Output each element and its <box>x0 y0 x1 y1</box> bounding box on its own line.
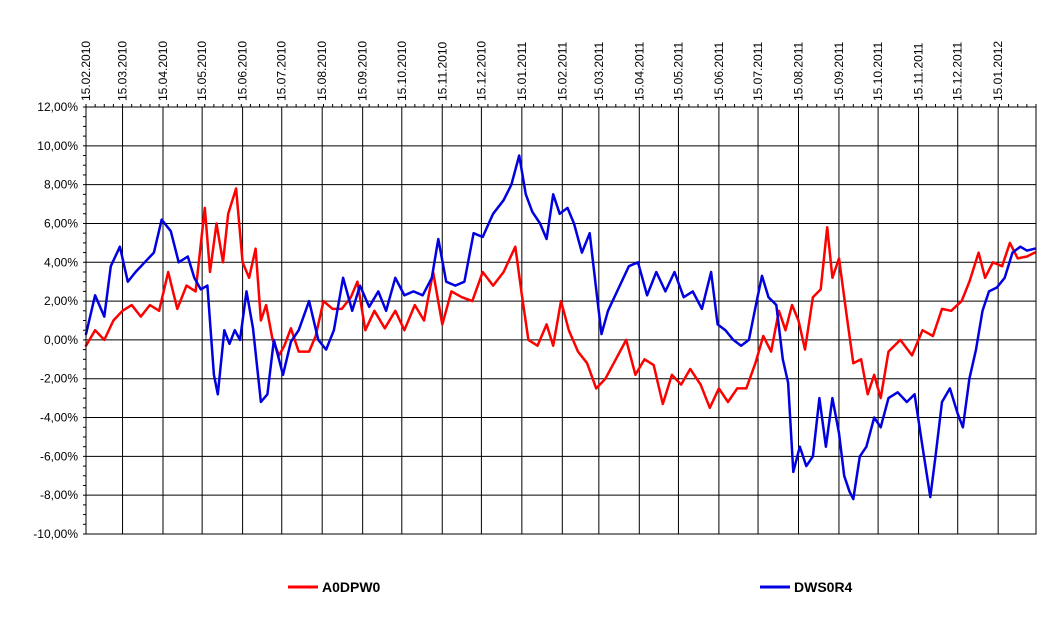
x-tick-label: 15.02.2010 <box>79 41 93 101</box>
x-tick-label: 15.08.2010 <box>315 41 329 101</box>
x-tick-label: 15.12.2010 <box>474 41 488 101</box>
x-tick-label: 15.11.2010 <box>435 42 449 101</box>
x-tick-label: 15.10.2011 <box>871 42 885 101</box>
x-tick-label: 15.01.2011 <box>515 42 529 101</box>
x-tick-label: 15.04.2011 <box>632 42 646 101</box>
x-tick-label: 15.04.2010 <box>156 41 170 101</box>
x-tick-label: 15.07.2010 <box>275 41 289 101</box>
x-tick-label: 15.12.2011 <box>951 42 965 101</box>
y-tick-label: 6,00% <box>44 216 78 230</box>
x-tick-label: 15.10.2010 <box>395 41 409 101</box>
y-axis-tick-labels: -10,00% -8,00% -6,00% -4,00% -2,00% 0,00% 2,00… <box>33 100 78 541</box>
y-tick-label: -8,00% <box>40 488 78 502</box>
y-tick-label: 2,00% <box>44 294 78 308</box>
x-tick-label: 15.03.2011 <box>592 42 606 101</box>
x-tick-label: 15.06.2011 <box>712 42 726 101</box>
x-tick-label: 15.05.2011 <box>671 42 685 101</box>
y-tick-label: 10,00% <box>37 139 78 153</box>
y-tick-label: -2,00% <box>40 372 78 386</box>
x-axis-tick-labels: 15.02.2010 15.03.2010 15.04.2010 15.05.2010… <box>79 41 1005 101</box>
x-tick-label: 15.09.2011 <box>832 42 846 101</box>
y-tick-label: 0,00% <box>44 333 78 347</box>
series-lines <box>84 154 1036 501</box>
x-tick-label: 15.06.2010 <box>236 41 250 101</box>
x-tick-label: 15.02.2011 <box>555 42 569 101</box>
y-tick-label: -4,00% <box>40 411 78 425</box>
x-tick-label: 15.11.2011 <box>912 42 926 101</box>
y-tick-label: 8,00% <box>44 178 78 192</box>
y-tick-label: 4,00% <box>44 255 78 269</box>
x-tick-label: 15.09.2010 <box>356 41 370 101</box>
x-tick-label: 15.03.2010 <box>116 41 130 101</box>
series-line-dws0r4 <box>84 154 1036 501</box>
y-tick-label: -6,00% <box>40 449 78 463</box>
x-tick-label: 15.01.2012 <box>991 41 1005 101</box>
y-tick-label: 12,00% <box>37 100 78 114</box>
x-tick-label: 15.05.2010 <box>195 41 209 101</box>
x-tick-label: 15.08.2011 <box>792 42 806 101</box>
y-tick-label: -10,00% <box>33 527 78 541</box>
legend-label-a0dpw0: A0DPW0 <box>322 579 381 595</box>
series-line-a0dpw0 <box>84 187 1036 410</box>
legend-label-dws0r4: DWS0R4 <box>794 579 853 595</box>
x-tick-label: 15.07.2011 <box>751 42 765 101</box>
plot-area-border <box>85 106 1037 535</box>
legend: A0DPW0 DWS0R4 <box>288 579 853 595</box>
